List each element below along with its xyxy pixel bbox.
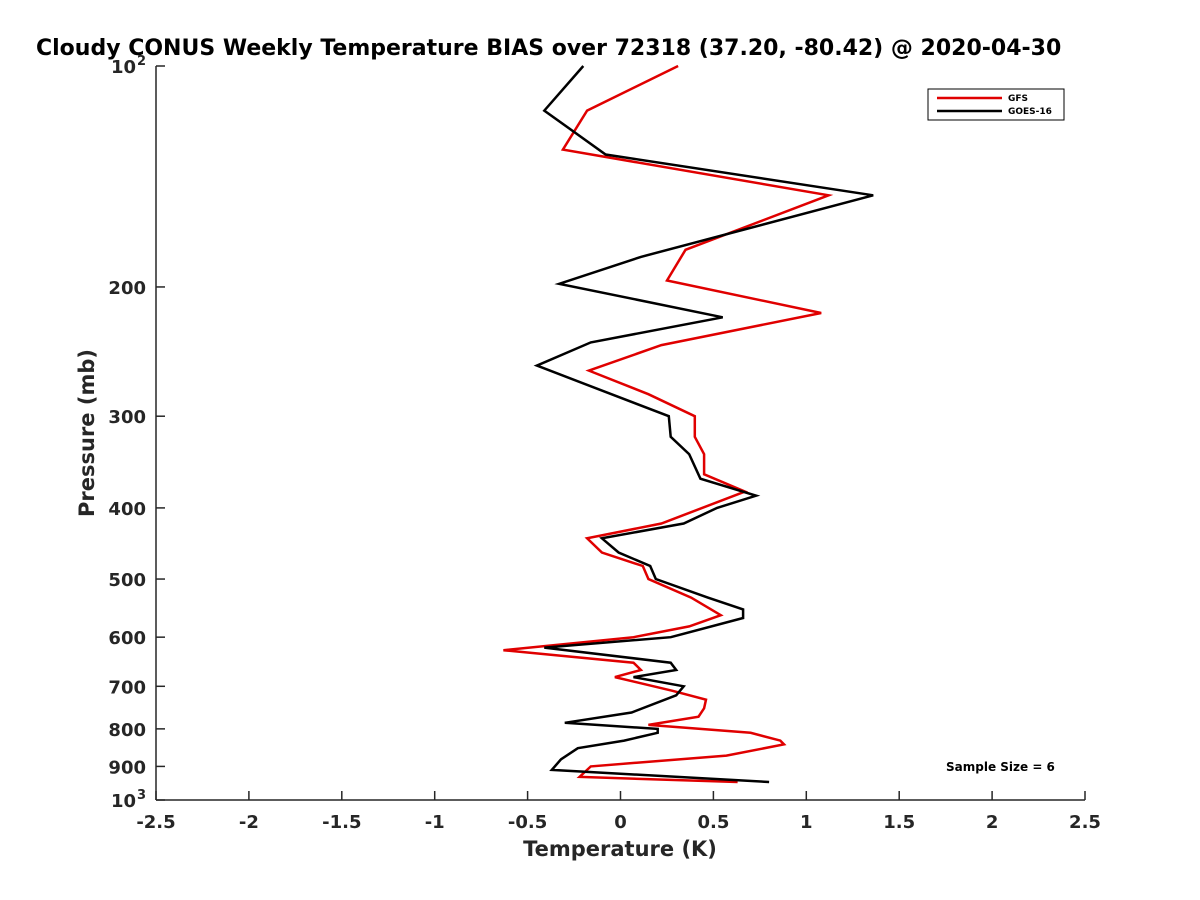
series-lines: [503, 64, 874, 784]
x-tick-label: -1.5: [322, 812, 361, 833]
x-axis-label: Temperature (K): [523, 837, 717, 861]
y-tick-label: 800: [108, 720, 146, 741]
y-tick-label: 600: [108, 628, 146, 649]
y-tick-exponent: 3: [137, 788, 146, 803]
x-tick-label: 2.5: [1069, 812, 1101, 833]
sample-size-annotation: Sample Size = 6: [946, 760, 1055, 774]
x-tick-label: -2.5: [136, 812, 175, 833]
legend-label-gfs: GFS: [1008, 94, 1028, 104]
chart-title: Cloudy CONUS Weekly Temperature BIAS ove…: [36, 36, 1061, 61]
y-tick-label: 400: [108, 499, 146, 520]
y-tick-label: 10: [111, 57, 136, 78]
x-ticks: -2.5 -2 -1.5 -1 -0.5 0 0.5 1 1.5 2 2.5: [136, 791, 1101, 833]
y-axis-label: Pressure (mb): [75, 349, 99, 517]
legend-label-goes-16: GOES-16: [1008, 107, 1052, 117]
y-tick-label: 900: [108, 757, 146, 778]
series-line-gfs: [503, 64, 834, 784]
x-tick-label: -2: [239, 812, 259, 833]
y-tick-label: 700: [108, 677, 146, 698]
y-tick-label: 500: [108, 570, 146, 591]
x-tick-label: 0.5: [697, 812, 729, 833]
x-tick-label: -0.5: [508, 812, 547, 833]
plot-area: -2.5 -2 -1.5 -1 -0.5 0 0.5 1 1.5 2 2.5 10 220030040…: [108, 54, 1101, 833]
legend: GFS GOES-16: [927, 88, 1065, 121]
legend-box: [927, 88, 1065, 121]
x-tick-label: 0: [614, 812, 627, 833]
y-tick-label: 200: [108, 278, 146, 299]
x-tick-label: 2: [986, 812, 999, 833]
x-tick-label: 1: [800, 812, 813, 833]
x-tick-label: 1.5: [883, 812, 915, 833]
x-tick-label: -1: [425, 812, 445, 833]
y-tick-exponent: 2: [137, 54, 146, 69]
y-tick-label: 300: [108, 407, 146, 428]
y-tick-label: 10: [111, 791, 136, 812]
